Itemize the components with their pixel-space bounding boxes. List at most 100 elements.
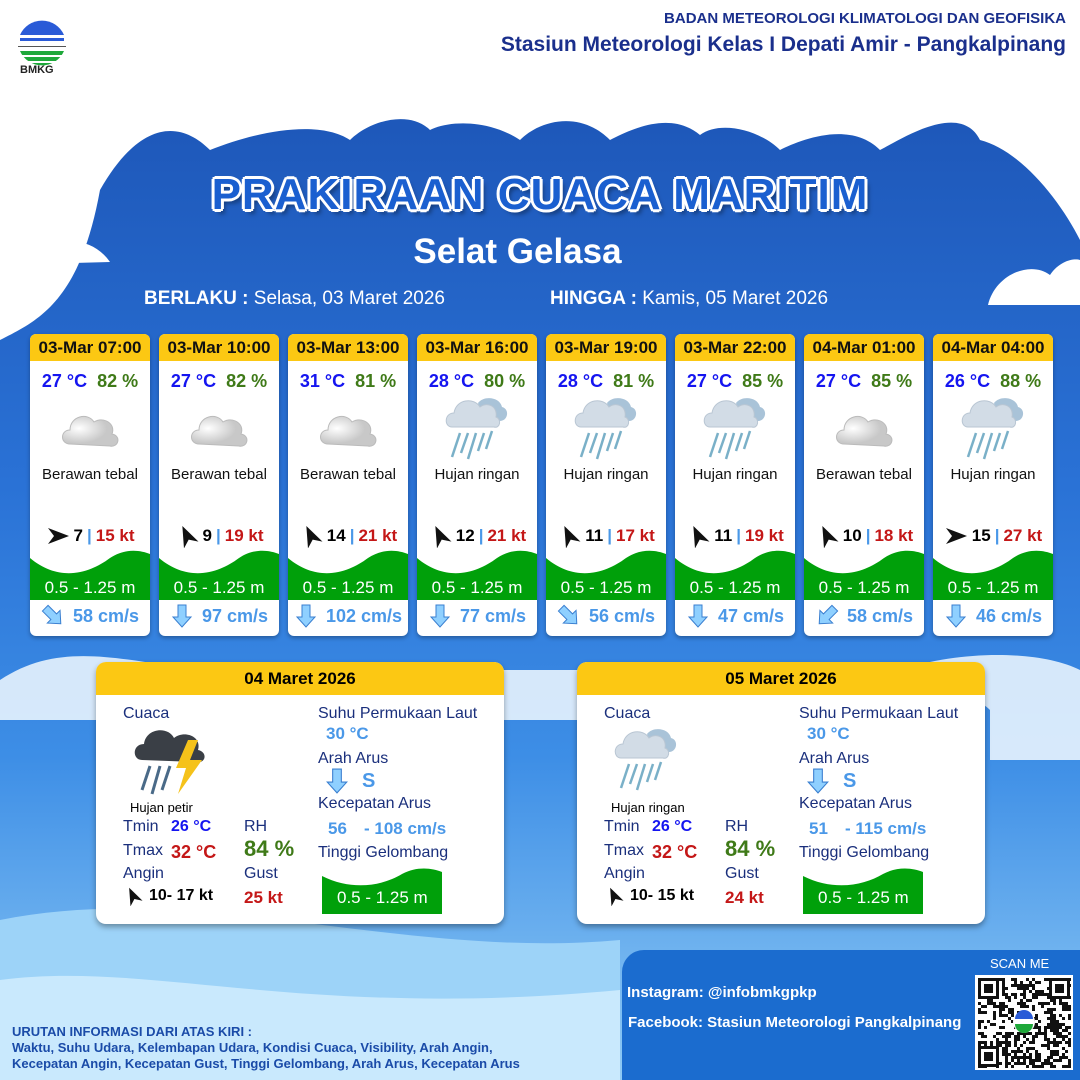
qr-code[interactable] — [975, 975, 1073, 1070]
wind-label: Angin — [123, 865, 164, 882]
wave-height-value: 0.5 - 1.25 m — [818, 888, 909, 907]
light-rain-icon — [614, 729, 677, 791]
sea-surface-temp-label: Suhu Permukaan Laut — [318, 705, 478, 722]
current-direction-label: Arah Arus — [318, 750, 389, 767]
separator: | — [349, 526, 355, 545]
separator: | — [478, 526, 484, 545]
wave-height: 0.5 - 1.25 m — [947, 578, 1039, 597]
wave-shape — [546, 550, 666, 600]
weather-condition: Hujan petir — [130, 800, 193, 815]
current-speed: 58 cm/s — [846, 605, 914, 626]
humidity: 80 % — [484, 371, 526, 391]
wave-height-label: Tinggi Gelombang — [318, 844, 449, 861]
sea-surface-temp-value: 30 °C — [807, 724, 850, 743]
page-title: PRAKIRAAN CUACA MARITIM — [211, 170, 869, 219]
current-speed: 97 cm/s — [201, 605, 269, 626]
rh-label: RH — [725, 818, 749, 835]
humidity: 85 % — [742, 371, 784, 391]
cloudy-icon — [191, 415, 248, 447]
wave-shape — [322, 868, 442, 914]
sea-surface-temp-value: 30 °C — [326, 724, 369, 743]
forecast-time: 04-Mar 04:00 — [933, 334, 1053, 361]
temperature: 28 °C — [428, 371, 475, 391]
rh-label: RH — [244, 818, 268, 835]
current-direction-icon — [945, 604, 967, 628]
forecast-card: 03-Mar 10:00 27 °C 82 % Berawan tebal 9 |… — [159, 334, 279, 636]
tmin-value: 26 °C — [652, 818, 693, 835]
valid-to-label: HINGGA : — [550, 288, 637, 309]
instagram-link[interactable]: Instagram: @infobmkgpkp — [627, 984, 817, 1001]
separator: | — [994, 526, 1000, 545]
weather-condition: Hujan ringan — [611, 800, 685, 815]
current-direction-icon — [687, 604, 709, 628]
tmin-label: Tmin — [604, 818, 640, 835]
gust-speed: 19 kt — [745, 526, 784, 545]
forecast-time: 03-Mar 16:00 — [417, 334, 537, 361]
humidity: 81 % — [613, 371, 655, 391]
wind-direction-icon — [693, 526, 710, 548]
legend-line: Waktu, Suhu Udara, Kelembapan Udara, Kon… — [12, 1040, 493, 1055]
weather-condition: Berawan tebal — [300, 466, 396, 483]
forecast-card: 04-Mar 04:00 26 °C 88 % Hujan ringan 15 |… — [933, 334, 1053, 636]
legend-line: Kecepatan Angin, Kecepatan Gust, Tinggi … — [12, 1056, 520, 1071]
current-direction-icon — [171, 604, 193, 628]
current-direction-value: S — [843, 770, 857, 792]
wave-shape — [803, 868, 923, 914]
tmin-value: 26 °C — [171, 818, 212, 835]
day-panel: 05 Maret 2026 Cuaca Hujan ringan Tmin 26 … — [577, 662, 985, 924]
separator: | — [86, 526, 92, 545]
wave-shape — [159, 550, 279, 600]
separator: | — [607, 526, 612, 545]
humidity: 85 % — [871, 371, 913, 391]
weather-condition: Hujan ringan — [950, 466, 1036, 483]
wind-speed: 11 — [714, 526, 733, 545]
gust-value: 24 kt — [725, 888, 764, 907]
current-speed-label: Kecepatan Arus — [318, 795, 431, 812]
separator: | — [215, 526, 221, 545]
tmax-label: Tmax — [604, 842, 644, 859]
light-rain-icon — [574, 398, 637, 460]
current-speed-max: - 108 cm/s — [364, 819, 447, 838]
weather-label: Cuaca — [604, 705, 651, 722]
forecast-card: 03-Mar 13:00 31 °C 81 % Berawan tebal 14… — [288, 334, 408, 636]
wind-speed: 15 — [971, 526, 991, 545]
temperature: 26 °C — [944, 371, 991, 391]
weather-condition: Hujan ringan — [563, 466, 649, 483]
facebook-link[interactable]: Facebook: Stasiun Meteorologi Pangkalpin… — [628, 1014, 962, 1031]
tmax-value: 32 °C — [171, 842, 217, 862]
weather-condition: Hujan ringan — [434, 466, 520, 483]
valid-from-date: Selasa, 03 Maret 2026 — [253, 288, 445, 309]
current-direction-icon — [807, 768, 829, 794]
light-rain-icon — [961, 398, 1024, 460]
wind-speed: 11 — [585, 526, 604, 545]
forecast-card: 03-Mar 16:00 28 °C 80 % Hujan ringan 12 |… — [417, 334, 537, 636]
wave-shape — [804, 550, 924, 600]
wind-range: 10- 17 kt — [149, 887, 214, 904]
rh-value: 84 % — [244, 836, 295, 861]
wave-shape — [288, 550, 408, 600]
wind-label: Angin — [604, 865, 645, 882]
temperature: 27 °C — [686, 371, 733, 391]
current-speed-label: Kecepatan Arus — [799, 795, 912, 812]
gust-speed: 27 kt — [1003, 526, 1043, 545]
light-rain-icon — [703, 398, 766, 460]
current-direction-icon — [326, 768, 348, 794]
sea-surface-temp-label: Suhu Permukaan Laut — [799, 705, 959, 722]
separator: | — [736, 526, 741, 545]
thunderstorm-icon — [134, 730, 205, 795]
weather-condition: Berawan tebal — [816, 466, 912, 483]
temperature: 28 °C — [557, 371, 604, 391]
cloudy-icon — [320, 415, 377, 447]
forecast-card: 03-Mar 19:00 28 °C 81 % Hujan ringan 11 |… — [546, 334, 666, 636]
day-date: 04 Maret 2026 — [96, 662, 504, 695]
current-direction-icon — [557, 604, 578, 625]
current-direction-value: S — [362, 770, 376, 792]
forecast-time: 03-Mar 10:00 — [159, 334, 279, 361]
current-direction-icon — [429, 604, 451, 628]
forecast-card: 04-Mar 01:00 27 °C 85 % Berawan tebal 10… — [804, 334, 924, 636]
wind-direction-icon — [181, 526, 198, 548]
forecast-card: 03-Mar 22:00 27 °C 85 % Hujan ringan 11 |… — [675, 334, 795, 636]
valid-from-label: BERLAKU : — [144, 288, 249, 309]
cloudy-icon — [62, 415, 119, 447]
gust-speed: 21 kt — [487, 526, 527, 545]
